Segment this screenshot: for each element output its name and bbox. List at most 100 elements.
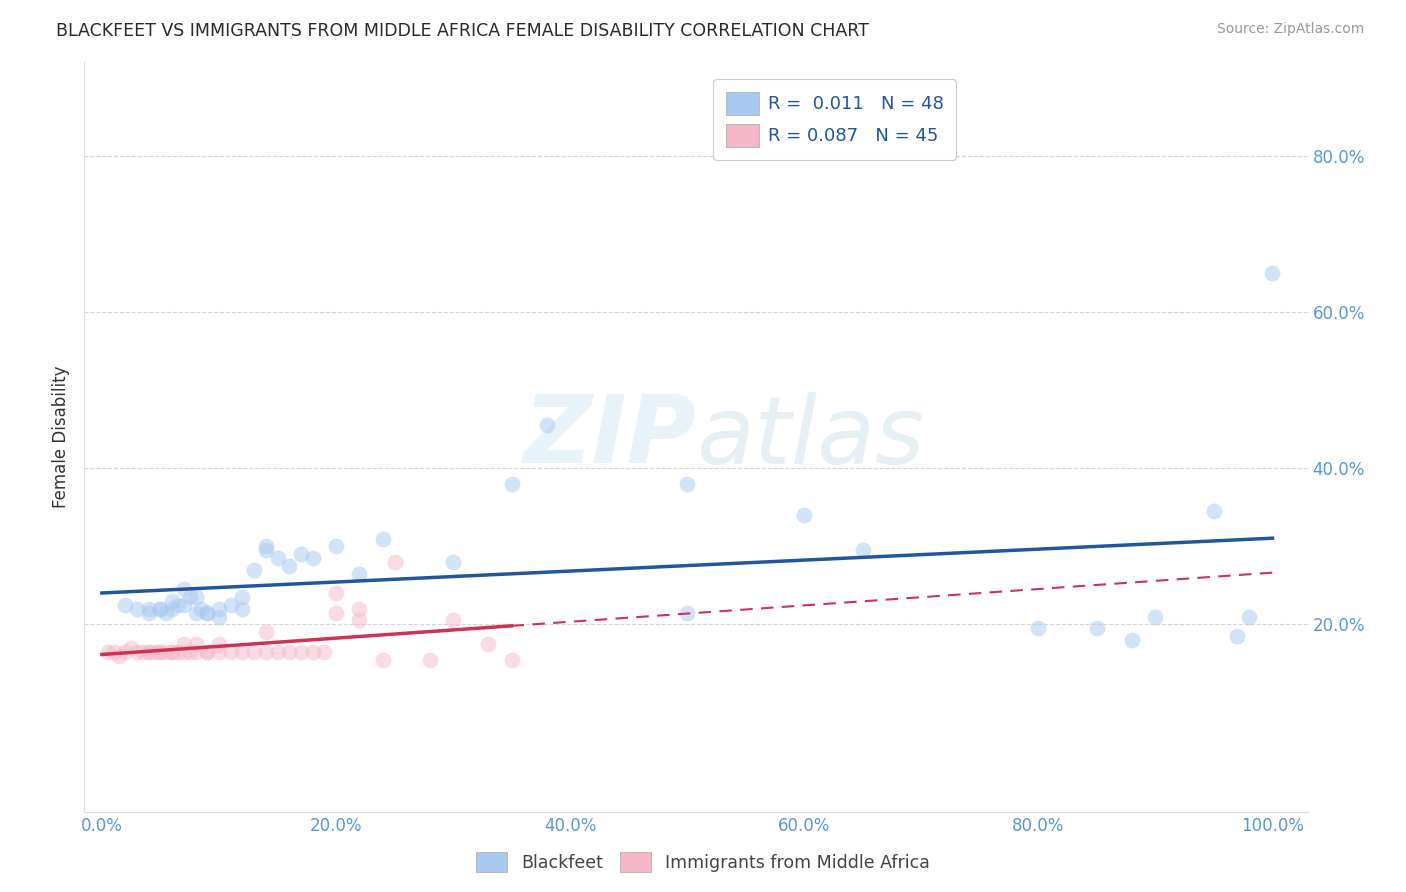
Text: ZIP: ZIP xyxy=(523,391,696,483)
Point xyxy=(1144,609,1167,624)
Point xyxy=(301,551,323,566)
Point xyxy=(195,645,218,659)
Point xyxy=(325,586,347,600)
Point xyxy=(325,606,347,620)
Point xyxy=(97,645,120,659)
Point xyxy=(167,645,190,659)
Point xyxy=(179,590,201,604)
Point xyxy=(1237,609,1260,624)
Point xyxy=(266,645,288,659)
Point xyxy=(160,645,183,659)
Point xyxy=(125,645,148,659)
Point xyxy=(676,606,699,620)
Point xyxy=(290,547,312,561)
Point xyxy=(441,555,464,569)
Point xyxy=(254,625,277,640)
Point xyxy=(138,602,160,616)
Point xyxy=(108,648,131,663)
Point xyxy=(314,645,336,659)
Point xyxy=(138,645,160,659)
Point xyxy=(120,640,142,655)
Legend: R =  0.011   N = 48, R = 0.087   N = 45: R = 0.011 N = 48, R = 0.087 N = 45 xyxy=(713,79,956,160)
Point xyxy=(190,602,212,616)
Point xyxy=(149,645,172,659)
Point xyxy=(349,602,371,616)
Point xyxy=(173,598,195,612)
Point xyxy=(160,594,183,608)
Point xyxy=(138,645,160,659)
Point xyxy=(1121,633,1143,648)
Text: BLACKFEET VS IMMIGRANTS FROM MIDDLE AFRICA FEMALE DISABILITY CORRELATION CHART: BLACKFEET VS IMMIGRANTS FROM MIDDLE AFRI… xyxy=(56,22,869,40)
Point xyxy=(231,645,253,659)
Point xyxy=(184,590,207,604)
Point xyxy=(149,602,172,616)
Point xyxy=(266,551,288,566)
Y-axis label: Female Disability: Female Disability xyxy=(52,366,70,508)
Point xyxy=(167,598,190,612)
Point xyxy=(278,558,301,573)
Point xyxy=(349,566,371,581)
Point xyxy=(155,606,177,620)
Point xyxy=(290,645,312,659)
Point xyxy=(501,476,523,491)
Point xyxy=(208,609,231,624)
Point xyxy=(536,418,558,433)
Point xyxy=(441,614,464,628)
Point xyxy=(231,602,253,616)
Point xyxy=(195,645,218,659)
Point xyxy=(371,652,394,666)
Point xyxy=(149,602,172,616)
Point xyxy=(325,539,347,553)
Point xyxy=(243,563,266,577)
Point xyxy=(349,614,371,628)
Point xyxy=(793,508,815,523)
Point xyxy=(208,645,231,659)
Point xyxy=(184,606,207,620)
Point xyxy=(103,645,125,659)
Point xyxy=(160,602,183,616)
Point xyxy=(254,539,277,553)
Point xyxy=(184,637,207,651)
Point xyxy=(208,602,231,616)
Point xyxy=(1226,629,1249,643)
Point xyxy=(419,652,441,666)
Point xyxy=(149,645,172,659)
Point xyxy=(371,532,394,546)
Point xyxy=(477,637,499,651)
Point xyxy=(231,590,253,604)
Point xyxy=(254,645,277,659)
Point xyxy=(501,652,523,666)
Point xyxy=(1028,621,1050,635)
Point xyxy=(208,637,231,651)
Point xyxy=(132,645,155,659)
Point xyxy=(1202,504,1225,518)
Point xyxy=(1085,621,1108,635)
Point xyxy=(114,598,136,612)
Text: atlas: atlas xyxy=(696,392,924,483)
Point xyxy=(184,645,207,659)
Point xyxy=(138,606,160,620)
Point xyxy=(173,645,195,659)
Point xyxy=(219,645,242,659)
Point xyxy=(160,645,183,659)
Point xyxy=(301,645,323,659)
Text: Source: ZipAtlas.com: Source: ZipAtlas.com xyxy=(1216,22,1364,37)
Point xyxy=(179,645,201,659)
Point xyxy=(219,598,242,612)
Legend: Blackfeet, Immigrants from Middle Africa: Blackfeet, Immigrants from Middle Africa xyxy=(468,845,938,879)
Point xyxy=(254,543,277,558)
Point xyxy=(278,645,301,659)
Point xyxy=(114,645,136,659)
Point xyxy=(125,602,148,616)
Point xyxy=(195,606,218,620)
Point xyxy=(384,555,406,569)
Point xyxy=(1261,266,1284,280)
Point xyxy=(852,543,875,558)
Point xyxy=(143,645,166,659)
Point xyxy=(173,637,195,651)
Point xyxy=(243,645,266,659)
Point xyxy=(676,476,699,491)
Point xyxy=(195,606,218,620)
Point xyxy=(155,645,177,659)
Point xyxy=(173,582,195,597)
